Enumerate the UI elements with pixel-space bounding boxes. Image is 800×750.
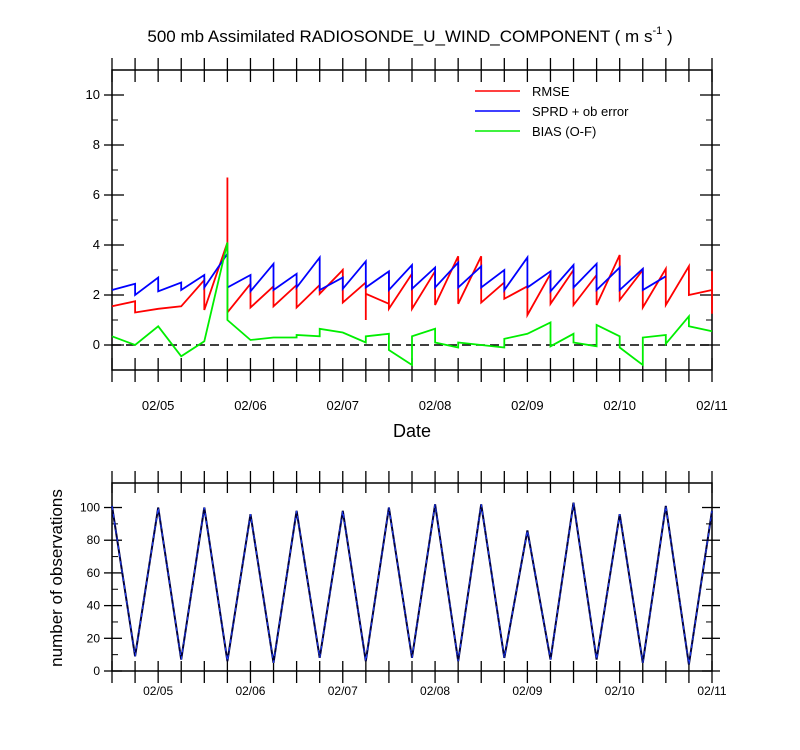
x-tick-label: 02/07 xyxy=(328,684,358,698)
legend-rmse-label: RMSE xyxy=(532,84,570,99)
top-axis-ticks xyxy=(104,58,720,382)
x-tick-label: 02/09 xyxy=(511,398,544,413)
series-line xyxy=(111,250,667,297)
y-tick-label: 80 xyxy=(87,533,101,547)
x-tick-label: 02/08 xyxy=(420,684,450,698)
x-tick-label: 02/06 xyxy=(234,398,267,413)
y-tick-label: 8 xyxy=(93,137,100,152)
y-tick-label: 40 xyxy=(87,599,101,613)
legend-sprd-label: SPRD + ob error xyxy=(532,104,629,119)
series-line-overlay xyxy=(111,502,713,665)
legend-bias-label: BIAS (O-F) xyxy=(532,124,596,139)
x-tick-label: 02/09 xyxy=(512,684,542,698)
chart-title: 500 mb Assimilated RADIOSONDE_U_WIND_COM… xyxy=(147,25,672,46)
x-tick-label: 02/11 xyxy=(696,398,728,413)
y-tick-label: 6 xyxy=(93,187,100,202)
series-line xyxy=(111,242,713,367)
y-tick-label: 100 xyxy=(80,501,100,515)
x-tick-label: 02/05 xyxy=(142,398,175,413)
bottom-axis-ticks xyxy=(104,471,720,683)
x-tick-label: 02/05 xyxy=(143,684,173,698)
x-tick-label: 02/06 xyxy=(235,684,265,698)
top-x-tick-labels: 02/05 02/06 02/07 02/08 02/09 02/10 02/11 xyxy=(142,398,728,413)
y-tick-label: 20 xyxy=(87,631,101,645)
bottom-y-tick-labels: 0 20 40 60 80 100 xyxy=(80,501,100,678)
x-tick-label: 02/11 xyxy=(697,684,726,698)
bottom-y-axis-label: number of observations xyxy=(47,489,66,667)
series-line xyxy=(111,502,713,665)
x-tick-label: 02/08 xyxy=(419,398,452,413)
bottom-x-tick-labels: 02/05 02/06 02/07 02/08 02/09 02/10 02/11 xyxy=(143,684,727,698)
bottom-plot-frame xyxy=(111,482,713,672)
y-tick-label: 60 xyxy=(87,566,101,580)
top-y-tick-labels: 0 2 4 6 8 10 xyxy=(86,87,100,352)
y-tick-label: 2 xyxy=(93,287,100,302)
y-tick-label: 10 xyxy=(86,87,100,102)
top-series-group xyxy=(111,177,713,367)
y-tick-label: 4 xyxy=(93,237,100,252)
y-tick-label: 0 xyxy=(93,337,100,352)
x-tick-label: 02/10 xyxy=(605,684,635,698)
x-tick-label: 02/10 xyxy=(603,398,636,413)
y-tick-label: 0 xyxy=(93,664,100,678)
top-x-axis-label: Date xyxy=(393,421,431,441)
series-line xyxy=(111,177,713,320)
x-tick-label: 02/07 xyxy=(326,398,359,413)
bottom-series-group xyxy=(111,502,713,665)
legend: RMSE SPRD + ob error BIAS (O-F) xyxy=(475,84,629,139)
